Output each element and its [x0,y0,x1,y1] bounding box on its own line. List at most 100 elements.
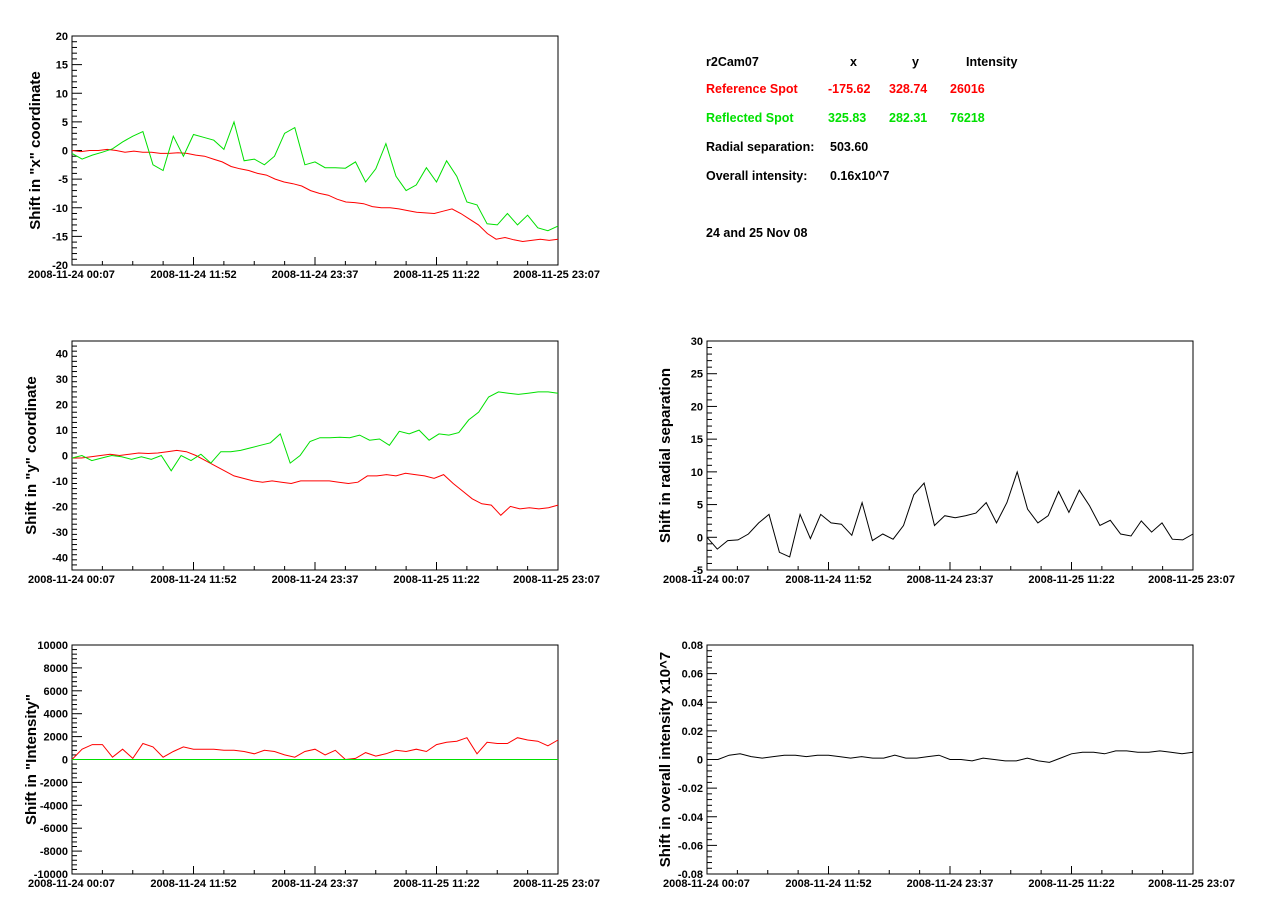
y-tick-label: -5 [58,174,68,186]
y-tick-label: 0.04 [682,697,704,709]
y-tick-label: 30 [691,336,703,348]
series-line-2 [71,391,559,472]
y-tick-label: -4000 [40,800,68,812]
reflected-spot-y: 282.31 [889,111,927,125]
y-tick-label: -30 [52,527,68,539]
reference-spot-intensity: 26016 [950,82,985,96]
y-tick-label: 20 [691,401,703,413]
plot-frame [706,340,1194,571]
x-tick-label: 2008-11-25 11:22 [1028,574,1114,586]
series-line-1 [72,449,559,517]
x-tick-label: 2008-11-25 23:07 [1148,878,1235,890]
series-line-1 [706,470,1194,558]
reflected-spot-intensity: 76218 [950,111,985,125]
intensity-shift-chart: -10000 -8000 -6000 -4000 -2000 0 2000 4000 6000 8… [23,640,600,890]
x-tick-label: 2008-11-24 23:37 [272,574,359,586]
x-tick-label: 2008-11-25 11:22 [393,269,479,281]
x-tick-label: 2008-11-24 00:07 [28,878,115,890]
plot-frame [71,340,559,571]
x-tick-label: 2008-11-24 00:07 [663,878,750,890]
y-tick-label: 2000 [44,732,68,744]
column-header-y: y [912,55,919,69]
y-tick-label: -20 [52,501,68,513]
y-tick-label: 15 [56,60,68,72]
plot-frame [71,35,559,266]
y-tick-label: 5 [697,500,703,512]
camera-name: r2Cam07 [706,55,759,69]
series-line-1 [707,750,1194,763]
y-tick-label: 5 [62,117,68,129]
series-line-1 [71,148,559,243]
y-tick-label: -10000 [34,869,68,881]
y-tick-label: -10 [52,203,68,215]
x-tick-label: 2008-11-25 23:07 [1148,574,1235,586]
x-tick-label: 2008-11-24 11:52 [785,574,871,586]
y-tick-label: 0.08 [682,640,703,652]
y-tick-label: -0.02 [678,783,703,795]
overall-intensity-value: 0.16x10^7 [830,169,889,183]
reflected-spot-label: Reflected Spot [706,111,794,125]
y-axis-label: Shift in overall intensity x10^7 [657,652,674,868]
column-header-x: x [850,55,857,69]
x-tick-label: 2008-11-24 11:52 [150,269,236,281]
y-tick-label: 40 [56,349,68,361]
reference-spot-label: Reference Spot [706,82,799,96]
y-shift-chart: -40 -30 -20 -10 0 10 20 30 40 2008-11-24 00:07 200… [23,340,600,586]
x-tick-label: 2008-11-25 23:07 [513,574,600,586]
reference-spot-y: 328.74 [889,82,927,96]
y-tick-label: -20 [52,260,68,272]
y-tick-label: 15 [691,434,703,446]
x-tick-label: 2008-11-24 11:52 [785,878,871,890]
x-tick-label: 2008-11-25 11:22 [393,878,479,890]
y-tick-label: 10000 [37,640,68,652]
column-header-intensity: Intensity [966,55,1017,69]
y-tick-label: 8000 [44,663,68,675]
x-shift-chart: -20 -15 -10 -5 0 5 10 15 20 2008-11-24 00:07 2008-… [27,31,600,281]
x-tick-label: 2008-11-24 00:07 [663,574,750,586]
overall-intensity-shift-chart: -0.08 -0.06 -0.04 -0.02 0 0.02 0.04 0.06 0.08 200… [657,640,1235,890]
y-tick-label: 0.06 [682,669,703,681]
x-tick-label: 2008-11-24 00:07 [28,269,115,281]
y-tick-label: 25 [691,369,703,381]
y-tick-label: 20 [56,400,68,412]
y-tick-label: 30 [56,374,68,386]
x-tick-label: 2008-11-25 23:07 [513,269,600,281]
y-tick-label: -0.06 [678,840,703,852]
y-tick-label: -10 [52,476,68,488]
y-tick-label: 4000 [44,709,68,721]
y-tick-label: 10 [691,467,703,479]
y-tick-label: 0 [62,451,68,463]
y-tick-label: 10 [56,425,68,437]
reference-spot-x: -175.62 [828,82,870,96]
x-tick-label: 2008-11-24 23:37 [272,269,359,281]
x-tick-label: 2008-11-25 11:22 [1028,878,1114,890]
y-tick-label: 6000 [44,686,68,698]
y-tick-label: -2000 [40,777,68,789]
x-tick-label: 2008-11-24 11:52 [150,878,236,890]
y-tick-label: -0.08 [678,869,703,881]
date-range-label: 24 and 25 Nov 08 [706,226,807,240]
x-tick-label: 2008-11-24 00:07 [28,574,115,586]
y-tick-label: -40 [52,552,68,564]
y-axis-label: Shift in radial separation [657,368,674,543]
y-axis-label: Shift in "x" coordinate [27,71,44,229]
x-tick-label: 2008-11-25 11:22 [393,574,479,586]
y-tick-label: -0.04 [678,812,704,824]
x-tick-label: 2008-11-24 11:52 [150,574,236,586]
series-line-1 [71,737,559,761]
y-tick-label: -8000 [40,846,68,858]
overall-intensity-label: Overall intensity: [706,169,807,183]
reflected-spot-x: 325.83 [828,111,866,125]
series-line-2 [71,120,559,232]
y-tick-label: 0 [697,755,703,767]
y-tick-label: 20 [56,31,68,43]
y-tick-label: 10 [56,88,68,100]
y-axis-label: Shift in "Intensity" [23,694,40,825]
radial-separation-label: Radial separation: [706,140,814,154]
y-tick-label: -15 [52,231,68,243]
y-axis-label: Shift in "y" coordinate [23,376,40,534]
y-tick-label: 0 [697,532,703,544]
x-tick-label: 2008-11-25 23:07 [513,878,600,890]
y-tick-label: 0 [62,146,68,158]
